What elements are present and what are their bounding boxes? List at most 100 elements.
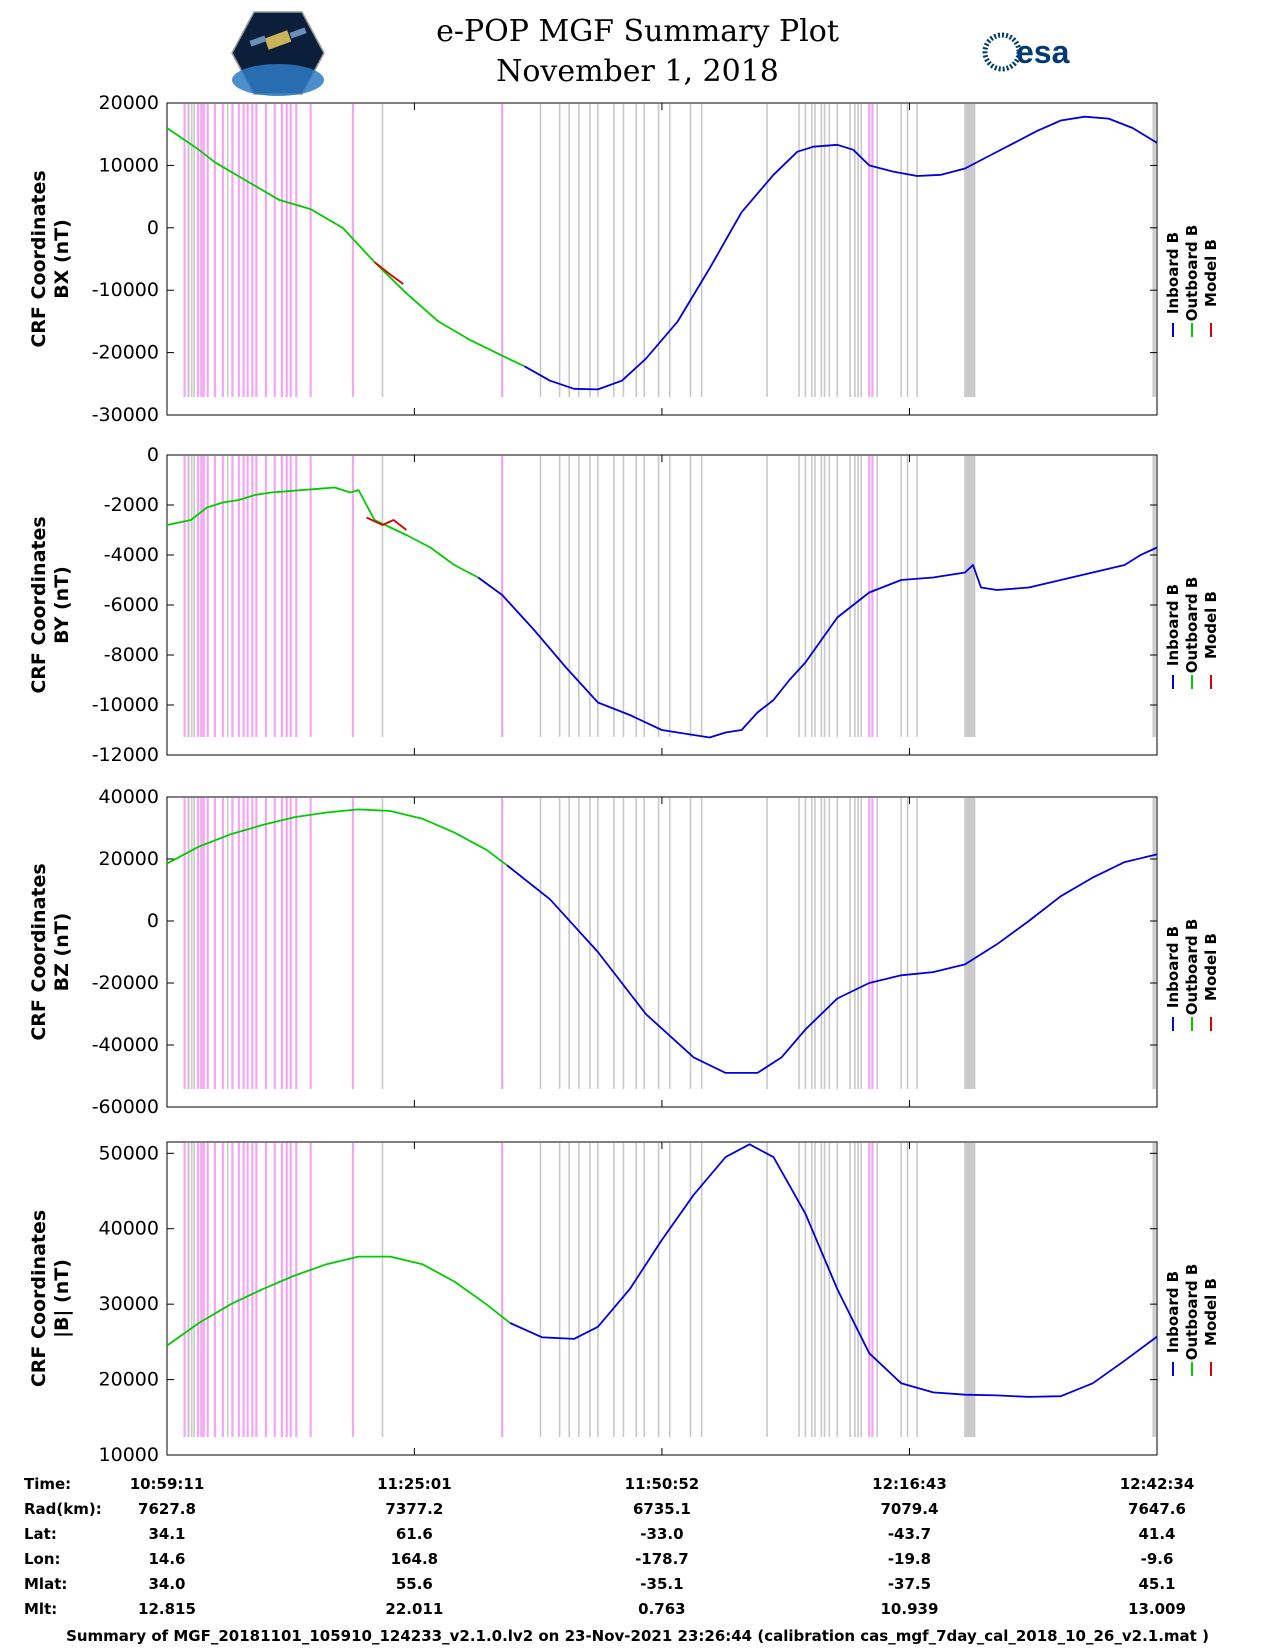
plot-frame: [166, 454, 1158, 756]
y-tick-label: 10000: [99, 154, 159, 176]
y-axis-label: CRF Coordinates: [28, 516, 50, 693]
series-line-outboard-b: [166, 127, 525, 368]
esa-logo: esa: [982, 32, 1070, 72]
legend-label: Outboard B: [1183, 919, 1201, 1016]
orbit-row-label: Lat:: [24, 1525, 57, 1543]
orbit-row-label: Time:: [24, 1475, 72, 1493]
panel-bz: 40000 20000 0 -20000 -40000 -60000 CRF Coordin…: [28, 786, 1220, 1118]
orbit-row-value: 0.763: [638, 1600, 686, 1618]
orbit-row-value: -37.5: [887, 1575, 932, 1593]
orbit-row-value: 10:59:11: [129, 1475, 205, 1493]
y-tick-label: -10000: [92, 694, 159, 716]
y-axis-label: BX (nT): [51, 219, 73, 299]
orbit-row-value: 164.8: [390, 1550, 439, 1568]
y-tick-label: -20000: [92, 342, 159, 364]
logo-solar-panel: [249, 35, 267, 47]
series-line-outboard-b: [166, 486, 479, 579]
file-summary: Summary of MGF_20181101_105910_124233_v2…: [66, 1627, 1209, 1645]
y-tick-label: -2000: [104, 494, 159, 516]
orbit-row-value: 22.011: [385, 1600, 444, 1618]
esa-swirl-icon: [982, 32, 1022, 72]
page-title: e-POP MGF Summary Plot: [436, 14, 839, 49]
orbit-row-value: 11:50:52: [624, 1475, 700, 1493]
y-tick-label: -40000: [92, 1034, 159, 1056]
y-tick-label: 50000: [99, 1142, 159, 1164]
y-tick-label: 40000: [99, 786, 159, 808]
orbit-row-label: Mlt:: [24, 1600, 58, 1618]
legend-label: Model B: [1202, 1278, 1220, 1346]
y-tick-label: 0: [147, 444, 159, 466]
orbit-row-value: 13.009: [1128, 1600, 1186, 1618]
orbit-row-value: 34.1: [148, 1525, 186, 1543]
y-axis-label: |B| (nT): [51, 1259, 73, 1338]
legend-label: Model B: [1202, 239, 1220, 307]
orbit-row-value: 12.815: [138, 1600, 196, 1618]
y-tick-label: 20000: [99, 1369, 159, 1391]
series-line-model-b: [373, 261, 404, 285]
orbit-row-value: 6735.1: [632, 1500, 691, 1518]
panel-by: 0 -2000 -4000 -6000 -8000 -10000 -12000 CRF Coo…: [28, 444, 1220, 766]
y-axis-label: CRF Coordinates: [28, 1210, 50, 1387]
legend-label: Inboard B: [1164, 232, 1182, 314]
series-line-inboard-b: [477, 546, 1158, 739]
y-axis-label: BZ (nT): [51, 913, 73, 992]
series-line-outboard-b: [166, 808, 508, 866]
orbit-row-value: 7647.6: [1128, 1500, 1186, 1518]
series-line-outboard-b: [166, 1255, 511, 1347]
logo-satellite: [264, 30, 292, 50]
legend-label: Model B: [1202, 933, 1220, 1001]
y-tick-label: 20000: [99, 92, 159, 114]
legend-label: Model B: [1202, 591, 1220, 659]
plot-frame: [166, 1141, 1158, 1456]
orbit-row-value: 12:42:34: [1119, 1475, 1195, 1493]
y-tick-label: 10000: [99, 1444, 159, 1466]
panel-bx: 20000 10000 0 -10000 -20000 -30000 CRF Coordin…: [28, 92, 1220, 426]
orbit-row-value: -43.7: [887, 1525, 932, 1543]
cassiope-logo: [231, 11, 325, 96]
y-tick-label: -12000: [92, 744, 159, 766]
y-axis-label: CRF Coordinates: [28, 170, 50, 347]
y-tick-label: -10000: [92, 279, 159, 301]
orbit-row-value: 41.4: [1138, 1525, 1176, 1543]
y-tick-label: -6000: [104, 594, 159, 616]
y-tick-label: -4000: [104, 544, 159, 566]
logo-earth: [232, 64, 324, 96]
y-tick-label: -30000: [92, 404, 159, 426]
series-line-inboard-b: [524, 115, 1158, 391]
orbit-row-value: -35.1: [640, 1575, 684, 1593]
series-line-model-b: [366, 516, 407, 531]
page-subtitle-date: November 1, 2018: [496, 54, 779, 89]
orbit-row-value: -33.0: [640, 1525, 684, 1543]
orbit-row-value: -9.6: [1140, 1550, 1174, 1568]
series-line-inboard-b: [509, 1143, 1158, 1398]
orbit-row-value: -19.8: [887, 1550, 932, 1568]
orbit-row-value: 12:16:43: [872, 1475, 947, 1493]
y-tick-label: 40000: [99, 1218, 159, 1240]
orbit-row-value: 45.1: [1138, 1575, 1176, 1593]
legend-label: Inboard B: [1164, 926, 1182, 1008]
orbit-row-value: 7079.4: [880, 1500, 939, 1518]
y-tick-label: 30000: [99, 1293, 159, 1315]
legend-label: Outboard B: [1183, 577, 1201, 674]
orbit-row-value: 55.6: [395, 1575, 433, 1593]
y-tick-label: -8000: [104, 644, 159, 666]
orbit-row-label: Lon:: [24, 1550, 61, 1568]
panel-bmag: 50000 40000 30000 20000 10000 CRF Coordinates…: [28, 1141, 1220, 1466]
orbit-row-value: -178.7: [635, 1550, 689, 1568]
legend: Inboard B Outboard B Model B: [1164, 577, 1220, 689]
legend-label: Outboard B: [1183, 1264, 1201, 1361]
legend-label: Outboard B: [1183, 225, 1201, 322]
orbit-row-value: 11:25:01: [377, 1475, 452, 1493]
y-tick-label: 0: [147, 217, 159, 239]
y-axis-label: CRF Coordinates: [28, 863, 50, 1040]
y-tick-label: -20000: [92, 972, 159, 994]
legend: Inboard B Outboard B Model B: [1164, 919, 1220, 1031]
y-tick-label: -60000: [92, 1096, 159, 1118]
orbit-row-value: 10.939: [880, 1600, 939, 1618]
legend-label: Inboard B: [1164, 584, 1182, 666]
y-tick-label: 20000: [99, 848, 159, 870]
orbit-row-value: 7377.2: [385, 1500, 444, 1518]
legend: Inboard B Outboard B Model B: [1164, 1264, 1220, 1376]
series-line-inboard-b: [506, 853, 1158, 1074]
